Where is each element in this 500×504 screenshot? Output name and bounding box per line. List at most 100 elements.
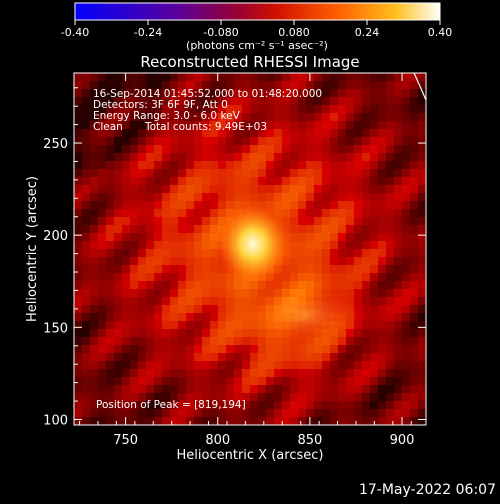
heatmap-cell	[362, 289, 370, 297]
heatmap-cell	[218, 313, 226, 321]
heatmap-cell	[226, 321, 234, 329]
heatmap-cell	[402, 145, 410, 153]
heatmap-cell	[378, 409, 386, 417]
heatmap-cell	[354, 273, 362, 281]
heatmap-cell	[410, 201, 418, 209]
heatmap-cell	[106, 121, 114, 129]
heatmap-cell	[330, 81, 338, 89]
heatmap-cell	[322, 185, 330, 193]
heatmap-cell	[186, 385, 194, 393]
heatmap-cell	[218, 353, 226, 361]
heatmap-cell	[362, 353, 370, 361]
heatmap-cell	[370, 97, 378, 105]
heatmap-cell	[218, 329, 226, 337]
heatmap-cell	[402, 233, 410, 241]
heatmap-cell	[202, 321, 210, 329]
heatmap-cell	[194, 249, 202, 257]
heatmap-cell	[90, 273, 98, 281]
heatmap-cell	[210, 265, 218, 273]
heatmap-cell	[386, 233, 394, 241]
heatmap-cell	[98, 337, 106, 345]
heatmap-cell	[82, 225, 90, 233]
heatmap-cell	[162, 121, 170, 129]
heatmap-cell	[106, 297, 114, 305]
heatmap-cell	[74, 313, 82, 321]
heatmap-cell	[258, 185, 266, 193]
heatmap-cell	[314, 201, 322, 209]
heatmap-cell	[258, 377, 266, 385]
heatmap-cell	[418, 225, 426, 233]
heatmap-cell	[98, 353, 106, 361]
heatmap-cell	[378, 129, 386, 137]
heatmap-cell	[402, 329, 410, 337]
heatmap-cell	[402, 169, 410, 177]
heatmap-cell	[114, 97, 122, 105]
heatmap-cell	[378, 281, 386, 289]
heatmap-cell	[154, 105, 162, 113]
heatmap-cell	[178, 297, 186, 305]
heatmap-cell	[378, 313, 386, 321]
heatmap-cell	[98, 105, 106, 113]
heatmap-cell	[306, 105, 314, 113]
heatmap-cell	[418, 153, 426, 161]
heatmap-cell	[98, 161, 106, 169]
heatmap-cell	[346, 209, 354, 217]
heatmap-cell	[98, 377, 106, 385]
heatmap-cell	[170, 289, 178, 297]
heatmap-cell	[210, 409, 218, 417]
heatmap-cell	[234, 353, 242, 361]
heatmap-cell	[106, 265, 114, 273]
heatmap-cell	[338, 393, 346, 401]
heatmap-cell	[226, 161, 234, 169]
heatmap-cell	[130, 377, 138, 385]
heatmap-cell	[138, 321, 146, 329]
heatmap-cell	[122, 137, 130, 145]
heatmap-cell	[202, 385, 210, 393]
heatmap-cell	[402, 89, 410, 97]
heatmap-cell	[226, 289, 234, 297]
heatmap-cell	[330, 361, 338, 369]
secondary-source	[250, 287, 360, 343]
heatmap-cell	[170, 249, 178, 257]
heatmap-cell	[154, 297, 162, 305]
heatmap-cell	[274, 417, 282, 425]
heatmap-cell	[170, 321, 178, 329]
heatmap-cell	[82, 209, 90, 217]
heatmap-cell	[154, 337, 162, 345]
heatmap-cell	[362, 201, 370, 209]
heatmap-cell	[370, 329, 378, 337]
heatmap-cell	[226, 329, 234, 337]
heatmap-cell	[370, 209, 378, 217]
heatmap-cell	[154, 385, 162, 393]
heatmap-cell	[210, 145, 218, 153]
heatmap-cell	[114, 209, 122, 217]
heatmap-cell	[146, 129, 154, 137]
heatmap-cell	[170, 113, 178, 121]
heatmap-cell	[290, 129, 298, 137]
heatmap-cell	[314, 113, 322, 121]
heatmap-cell	[242, 177, 250, 185]
heatmap-cell	[410, 105, 418, 113]
heatmap-cell	[338, 137, 346, 145]
heatmap-cell	[146, 401, 154, 409]
heatmap-cell	[378, 385, 386, 393]
heatmap-cell	[370, 193, 378, 201]
heatmap-cell	[346, 369, 354, 377]
heatmap-cell	[298, 161, 306, 169]
heatmap-cell	[154, 409, 162, 417]
heatmap-cell	[330, 393, 338, 401]
heatmap-cell	[202, 233, 210, 241]
heatmap-cell	[178, 361, 186, 369]
heatmap-cell	[138, 153, 146, 161]
heatmap-cell	[410, 353, 418, 361]
heatmap-cell	[210, 385, 218, 393]
heatmap-cell	[290, 393, 298, 401]
heatmap-cell	[90, 305, 98, 313]
heatmap-cell	[250, 193, 258, 201]
heatmap-cell	[106, 321, 114, 329]
heatmap-cell	[290, 233, 298, 241]
heatmap-cell	[282, 153, 290, 161]
heatmap-cell	[82, 281, 90, 289]
heatmap-cell	[250, 137, 258, 145]
heatmap-cell	[410, 73, 418, 81]
